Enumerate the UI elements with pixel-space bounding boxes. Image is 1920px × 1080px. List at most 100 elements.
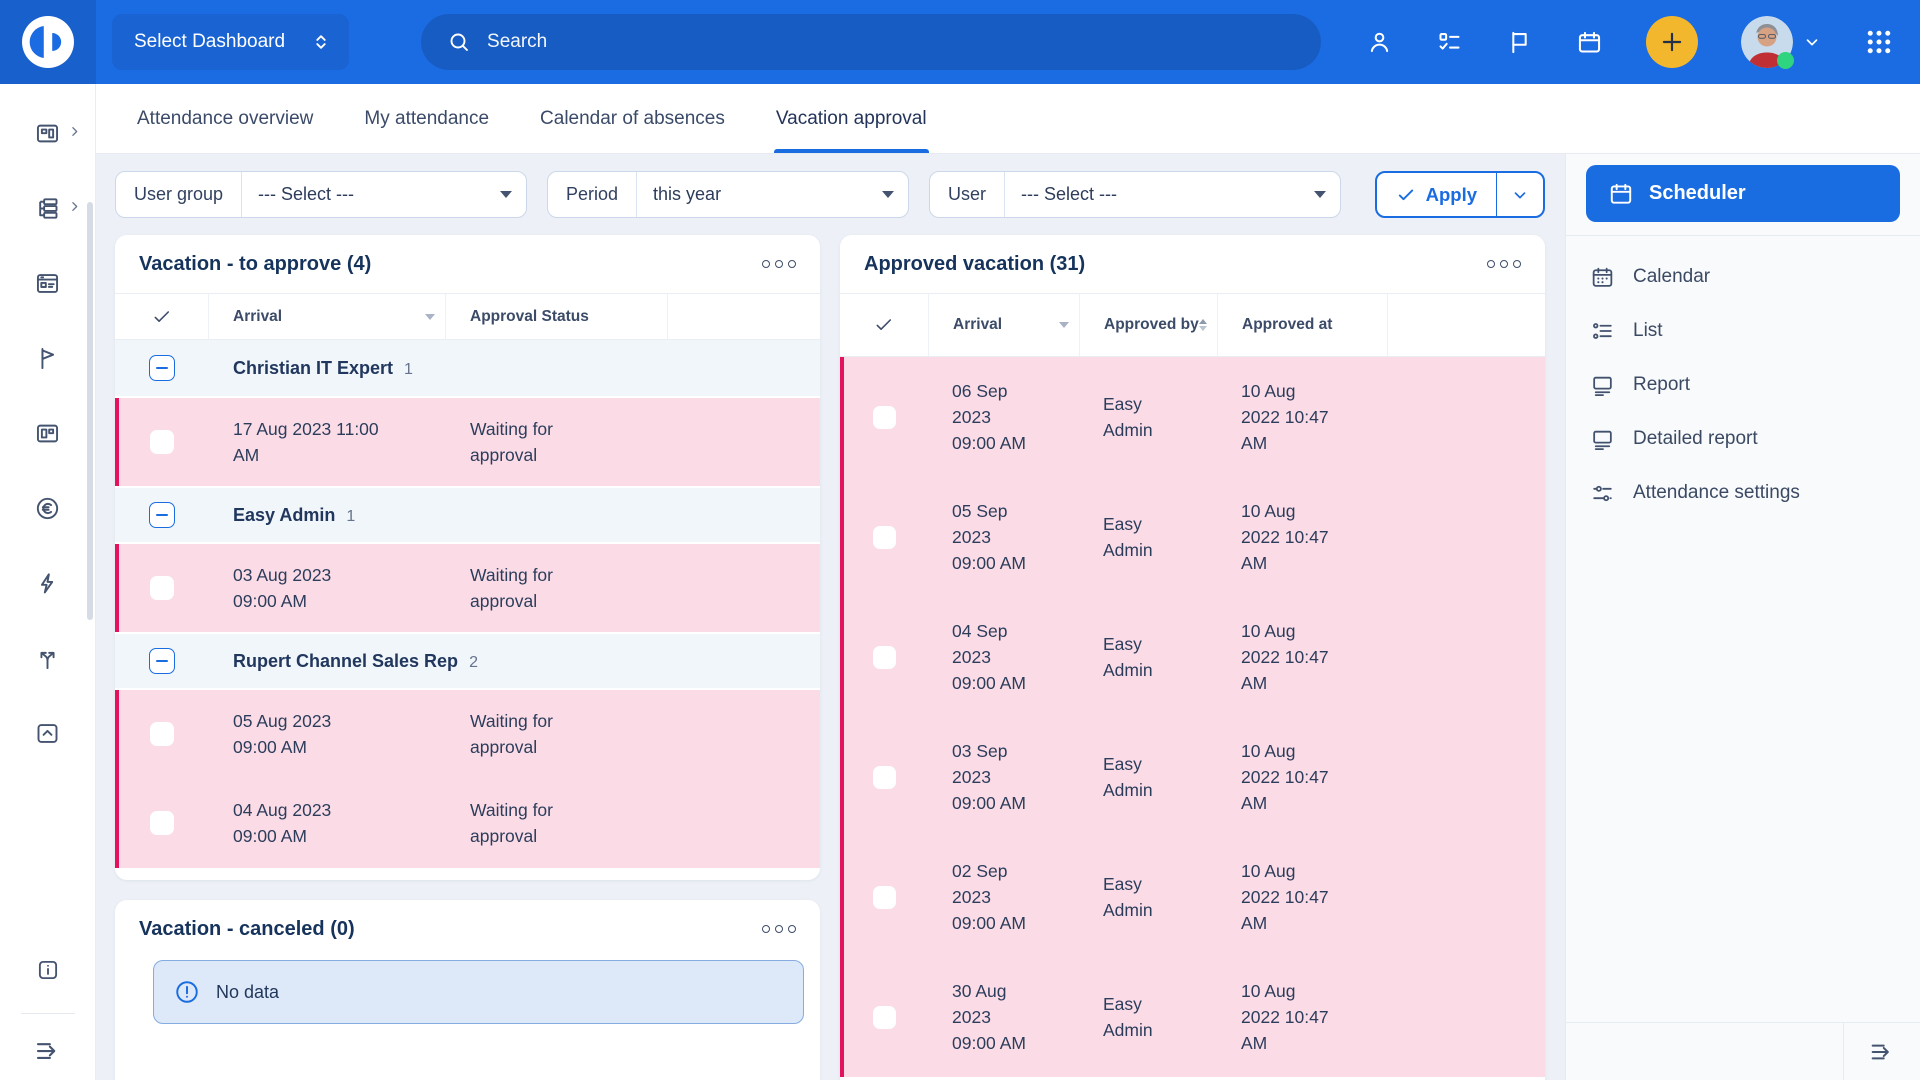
- row-checkbox[interactable]: [873, 765, 896, 789]
- column-header-arrival[interactable]: Arrival: [929, 294, 1080, 356]
- group-row[interactable]: Christian IT Expert 1: [115, 340, 820, 396]
- menu-item-calendar[interactable]: Calendar: [1566, 250, 1920, 304]
- sidebar-item-pennant[interactable]: [34, 345, 61, 372]
- add-button[interactable]: [1646, 16, 1698, 68]
- status-cell: Waiting for approval: [470, 799, 553, 846]
- table-row[interactable]: 06 Sep 2023 09:00 AM Easy Admin 10 Aug 2…: [840, 357, 1545, 477]
- calendar-icon[interactable]: [1576, 29, 1603, 56]
- row-checkbox[interactable]: [150, 576, 174, 600]
- status-cell: Waiting for approval: [470, 564, 553, 611]
- collapse-group-button[interactable]: [149, 502, 175, 528]
- sidebar-item-box-arrow-up[interactable]: [34, 720, 61, 747]
- panel-menu-button[interactable]: [1487, 260, 1521, 268]
- column-header-approved-by[interactable]: Approved by: [1080, 294, 1218, 356]
- table-row[interactable]: 03 Sep 2023 09:00 AM Easy Admin 10 Aug 2…: [840, 717, 1545, 837]
- menu-item-list[interactable]: List: [1566, 304, 1920, 358]
- tab-attendance-overview[interactable]: Attendance overview: [135, 84, 315, 153]
- menu-item-label: List: [1633, 320, 1663, 341]
- sidebar-item-quick-actions-bolt[interactable]: [34, 570, 61, 597]
- user-avatar[interactable]: [1741, 16, 1821, 69]
- info-icon[interactable]: [35, 957, 61, 983]
- collapse-group-button[interactable]: [149, 355, 175, 381]
- sidebar-divider: [20, 1013, 75, 1014]
- calendar-icon: [1610, 183, 1632, 204]
- user-group-select-value: --- Select ---: [258, 184, 355, 204]
- menu-item-detailed-report[interactable]: Detailed report: [1566, 412, 1920, 466]
- row-checkbox[interactable]: [150, 811, 174, 835]
- panel-menu-button[interactable]: [762, 260, 796, 268]
- select-all-header[interactable]: [840, 294, 929, 356]
- table-row[interactable]: 05 Aug 2023 09:00 AM Waiting for approva…: [115, 688, 820, 778]
- expand-sidebar-icon[interactable]: [33, 1036, 63, 1066]
- menu-item-attendance-settings[interactable]: Attendance settings: [1566, 466, 1920, 520]
- list-icon: [1590, 319, 1615, 344]
- tab-vacation-approval[interactable]: Vacation approval: [773, 84, 929, 153]
- table-row[interactable]: 30 Aug 2023 09:00 AM Easy Admin 10 Aug 2…: [840, 957, 1545, 1077]
- period-select[interactable]: this year: [637, 172, 908, 217]
- column-header-arrival[interactable]: Arrival: [209, 294, 446, 339]
- row-checkbox[interactable]: [150, 430, 174, 454]
- app-logo[interactable]: [0, 0, 96, 84]
- period-filter-label: Period: [548, 172, 638, 217]
- tab-my-attendance[interactable]: My attendance: [362, 84, 491, 153]
- sidebar-item-finance-euro[interactable]: [34, 495, 61, 522]
- avatar-chevron-down-icon: [1803, 33, 1821, 51]
- panel-title: Vacation - canceled (0): [139, 917, 355, 940]
- menu-item-label: Attendance settings: [1633, 482, 1800, 503]
- approved-at-cell: 10 Aug 2022 10:47 AM: [1241, 500, 1329, 574]
- column-header-approval-status[interactable]: Approval Status: [446, 294, 668, 339]
- row-checkbox[interactable]: [873, 1005, 896, 1029]
- sidebar-item-dashboard-alt[interactable]: [34, 420, 61, 447]
- chevron-updown-icon: [311, 29, 331, 55]
- tasks-icon[interactable]: [1436, 29, 1463, 56]
- approved-at-cell: 10 Aug 2022 10:47 AM: [1241, 380, 1329, 454]
- table-row[interactable]: 02 Sep 2023 09:00 AM Easy Admin 10 Aug 2…: [840, 837, 1545, 957]
- search-placeholder: Search: [487, 31, 548, 52]
- approved-by-cell: Easy Admin: [1103, 393, 1153, 440]
- apply-options-button[interactable]: [1497, 173, 1543, 216]
- scheduler-button[interactable]: Scheduler: [1586, 165, 1900, 222]
- row-checkbox[interactable]: [873, 525, 896, 549]
- select-all-header[interactable]: [115, 294, 209, 339]
- flag-icon[interactable]: [1506, 29, 1533, 56]
- user-icon[interactable]: [1366, 29, 1393, 56]
- check-icon: [1398, 189, 1413, 200]
- scrollbar-thumb[interactable]: [87, 202, 93, 620]
- collapse-group-button[interactable]: [149, 648, 175, 674]
- status-cell: Waiting for approval: [470, 418, 553, 465]
- menu-item-report[interactable]: Report: [1566, 358, 1920, 412]
- group-row[interactable]: Easy Admin 1: [115, 486, 820, 542]
- scheduler-button-label: Scheduler: [1649, 182, 1746, 204]
- status-cell: Waiting for approval: [470, 710, 553, 757]
- table-row[interactable]: 04 Aug 2023 09:00 AM Waiting for approva…: [115, 778, 820, 868]
- arrival-cell: 06 Sep 2023 09:00 AM: [952, 380, 1026, 454]
- expand-panel-icon[interactable]: [1843, 1023, 1920, 1080]
- sidebar-item-browser-card[interactable]: [34, 270, 61, 297]
- approved-by-cell: Easy Admin: [1103, 993, 1153, 1040]
- table-row[interactable]: 05 Sep 2023 09:00 AM Easy Admin 10 Aug 2…: [840, 477, 1545, 597]
- user-select[interactable]: --- Select ---: [1005, 172, 1340, 217]
- group-row[interactable]: Rupert Channel Sales Rep 2: [115, 632, 820, 688]
- dashboard-selector[interactable]: Select Dashboard: [112, 14, 350, 70]
- panel-menu-button[interactable]: [762, 925, 796, 933]
- row-checkbox[interactable]: [150, 722, 174, 746]
- user-group-select[interactable]: --- Select ---: [242, 172, 526, 217]
- arrival-cell: 03 Sep 2023 09:00 AM: [952, 740, 1026, 814]
- row-checkbox[interactable]: [873, 405, 896, 429]
- sidebar-item-hierarchy[interactable]: [34, 195, 78, 222]
- search-input[interactable]: Search: [421, 14, 1322, 70]
- apps-grid-icon[interactable]: [1864, 27, 1894, 57]
- table-row[interactable]: 04 Sep 2023 09:00 AM Easy Admin 10 Aug 2…: [840, 597, 1545, 717]
- tab-calendar-of-absences[interactable]: Calendar of absences: [538, 84, 727, 153]
- sidebar-item-branch-arrows[interactable]: [34, 645, 61, 672]
- table-row[interactable]: 17 Aug 2023 11:00 AM Waiting for approva…: [115, 396, 820, 486]
- sidebar-item-dashboard[interactable]: [34, 120, 78, 147]
- row-checkbox[interactable]: [873, 885, 896, 909]
- table-row[interactable]: 03 Aug 2023 09:00 AM Waiting for approva…: [115, 542, 820, 632]
- column-header-approved-at[interactable]: Approved at: [1218, 294, 1388, 356]
- panel-title: Vacation - to approve (4): [139, 252, 372, 275]
- approved-by-cell: Easy Admin: [1103, 633, 1153, 680]
- row-checkbox[interactable]: [873, 645, 896, 669]
- apply-button[interactable]: Apply: [1377, 173, 1497, 216]
